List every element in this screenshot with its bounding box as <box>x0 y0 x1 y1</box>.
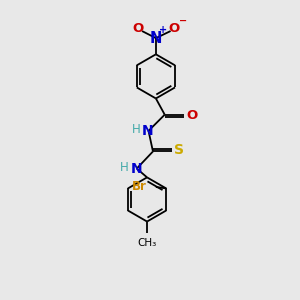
Text: H: H <box>131 123 140 136</box>
Text: −: − <box>179 16 187 26</box>
Text: S: S <box>174 143 184 157</box>
Text: H: H <box>120 160 128 174</box>
Text: CH₃: CH₃ <box>137 238 157 248</box>
Text: N: N <box>150 31 162 46</box>
Text: N: N <box>142 124 154 138</box>
Text: N: N <box>130 161 142 176</box>
Text: Br: Br <box>132 181 147 194</box>
Text: O: O <box>132 22 143 35</box>
Text: +: + <box>159 25 167 35</box>
Text: O: O <box>169 22 180 35</box>
Text: O: O <box>187 109 198 122</box>
